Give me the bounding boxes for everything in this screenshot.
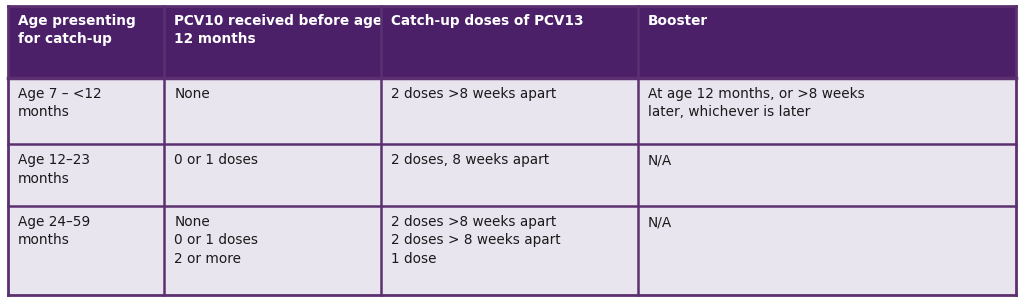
Text: Booster: Booster [648, 14, 709, 28]
Text: 0 or 1 doses: 0 or 1 doses [174, 153, 258, 167]
Text: 2 doses >8 weeks apart
2 doses > 8 weeks apart
1 dose: 2 doses >8 weeks apart 2 doses > 8 weeks… [391, 215, 560, 266]
Text: Catch-up doses of PCV13: Catch-up doses of PCV13 [391, 14, 584, 28]
Bar [8, 78, 164, 144]
Text: Age 24–59
months: Age 24–59 months [18, 215, 90, 247]
Text: N/A: N/A [648, 215, 672, 229]
Bar [638, 6, 1016, 78]
Text: None
0 or 1 doses
2 or more: None 0 or 1 doses 2 or more [174, 215, 258, 266]
Text: 2 doses >8 weeks apart: 2 doses >8 weeks apart [391, 87, 556, 101]
Text: At age 12 months, or >8 weeks
later, whichever is later: At age 12 months, or >8 weeks later, whi… [648, 87, 864, 119]
Bar [164, 206, 381, 295]
Bar [381, 144, 638, 206]
Bar [8, 206, 164, 295]
Bar [638, 206, 1016, 295]
Text: Age presenting
for catch-up: Age presenting for catch-up [18, 14, 136, 46]
Bar [381, 78, 638, 144]
Bar [638, 78, 1016, 144]
Bar [638, 144, 1016, 206]
Bar [164, 78, 381, 144]
Text: 2 doses, 8 weeks apart: 2 doses, 8 weeks apart [391, 153, 549, 167]
Text: N/A: N/A [648, 153, 672, 167]
Text: None: None [174, 87, 210, 101]
Text: PCV10 received before age
12 months: PCV10 received before age 12 months [174, 14, 382, 46]
Bar [381, 206, 638, 295]
Bar [381, 6, 638, 78]
Bar [8, 144, 164, 206]
Text: Age 12–23
months: Age 12–23 months [18, 153, 90, 185]
Bar [164, 6, 381, 78]
Text: Age 7 – <12
months: Age 7 – <12 months [18, 87, 101, 119]
Bar [8, 6, 164, 78]
Bar [164, 144, 381, 206]
